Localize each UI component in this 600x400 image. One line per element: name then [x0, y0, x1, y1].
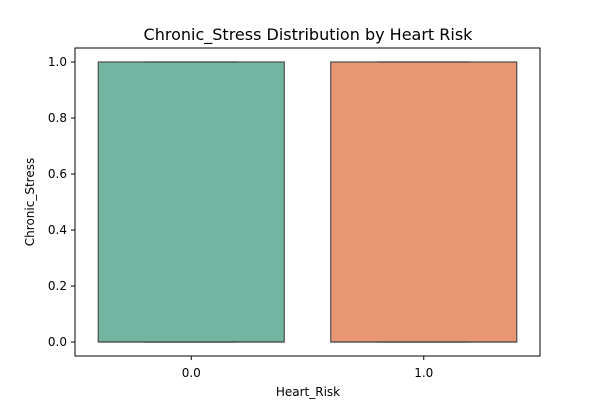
- plot-frame: [74, 47, 541, 357]
- y-tick-label: 0.8: [48, 111, 67, 125]
- y-axis-label: Chronic_Stress: [23, 158, 37, 246]
- x-axis-label: Heart_Risk: [276, 385, 340, 399]
- box-0: [97, 61, 285, 343]
- plot-area: [97, 61, 518, 343]
- x-tick-label: 1.0: [414, 366, 433, 380]
- y-tick-label: 0.0: [48, 335, 67, 349]
- x-tick-label: 0.0: [182, 366, 201, 380]
- x-axis: 0.0 1.0: [182, 356, 433, 380]
- y-tick-label: 0.6: [48, 167, 67, 181]
- y-tick-label: 1.0: [48, 55, 67, 69]
- y-axis: 0.0 0.2 0.4 0.6 0.8 1.0: [48, 55, 75, 349]
- box-body: [97, 61, 285, 343]
- y-tick-label: 0.4: [48, 223, 67, 237]
- box-1: [330, 61, 518, 343]
- chart-title: Chronic_Stress Distribution by Heart Ris…: [144, 25, 474, 45]
- y-tick-label: 0.2: [48, 279, 67, 293]
- box-body: [330, 61, 518, 343]
